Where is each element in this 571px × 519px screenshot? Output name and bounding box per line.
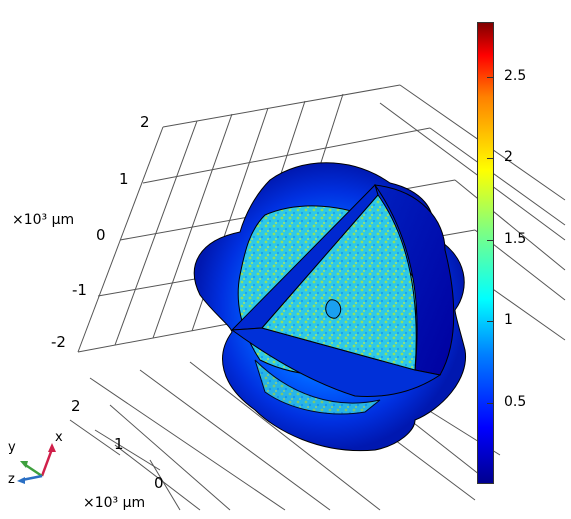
colorbar-tick: [487, 403, 494, 404]
colorbar-tick: [487, 158, 494, 159]
colorbar-tick-label: 2: [504, 149, 513, 165]
colorbar-tick: [487, 240, 494, 241]
axis-triad: [17, 443, 56, 484]
z-axis-unit: ×10³ μm: [12, 212, 75, 228]
colorbar-tick: [487, 321, 494, 322]
z-tick-label: -1: [72, 281, 87, 299]
triad-y-arrow: [23, 462, 43, 478]
z-tick-label: 2: [140, 113, 150, 131]
z-tick-label: -2: [51, 333, 66, 351]
cut-faces: [230, 184, 455, 398]
colorbar-tick-label: 1: [504, 312, 513, 328]
triad-x-arrow: [40, 448, 54, 477]
colorbar: [477, 22, 494, 484]
triad-z-label: z: [8, 472, 15, 487]
x-tick-label: 0: [154, 474, 164, 492]
colorbar-tick-label: 1.5: [504, 231, 527, 247]
z-tick-label: 0: [96, 226, 106, 244]
z-tick-label: 1: [119, 170, 129, 188]
colorbar-tick-label: 0.5: [504, 394, 527, 410]
colorbar-tick: [487, 77, 494, 78]
triad-x-label: x: [55, 430, 63, 445]
x-axis-unit: ×10³ μm: [83, 495, 146, 511]
triad-y-label: y: [8, 440, 16, 455]
colorbar-tick-label: 2.5: [504, 68, 527, 84]
x-tick-label: 1: [114, 435, 124, 453]
x-tick-label: 2: [71, 397, 81, 415]
triad-z-arrow: [21, 474, 43, 482]
